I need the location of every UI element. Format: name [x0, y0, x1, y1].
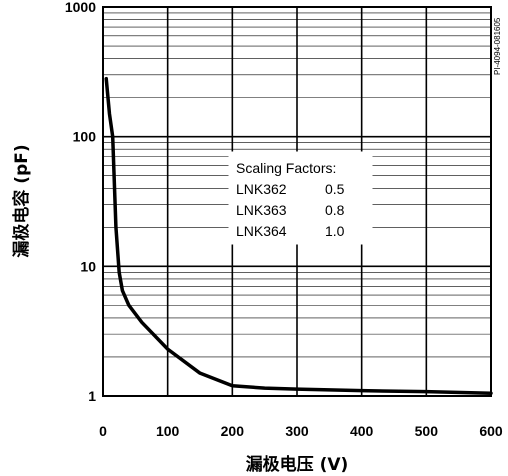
- y-tick-label: 1000: [65, 0, 96, 15]
- scaling-row-part-0: LNK362: [236, 181, 287, 197]
- y-axis-title: 漏极电容 (pF): [11, 144, 32, 257]
- scaling-row-factor-0: 0.5: [325, 181, 345, 197]
- scaling-factors-box: Scaling Factors: LNK362 0.5 LNK363 0.8 L…: [228, 151, 373, 245]
- scaling-factors-heading: Scaling Factors:: [236, 160, 336, 176]
- x-tick-label: 600: [479, 423, 503, 439]
- x-tick-label: 500: [415, 423, 439, 439]
- x-axis-ticks: 0 100 200 300 400 500 600: [99, 423, 503, 439]
- x-tick-label: 300: [285, 423, 309, 439]
- y-tick-label: 10: [80, 258, 96, 274]
- plot-frame: [102, 6, 492, 397]
- x-tick-label: 0: [99, 423, 107, 439]
- x-tick-label: 100: [156, 423, 180, 439]
- document-id: PI-4094-081605: [493, 17, 502, 75]
- x-axis-title: 漏极电压 (V): [246, 454, 349, 475]
- scaling-row-part-2: LNK364: [236, 223, 287, 239]
- x-tick-label: 200: [221, 423, 245, 439]
- capacitance-curve: [104, 76, 493, 395]
- scaling-row-factor-1: 0.8: [325, 202, 345, 218]
- y-tick-label: 1: [88, 388, 96, 404]
- scaling-row-factor-2: 1.0: [325, 223, 345, 239]
- x-tick-label: 400: [350, 423, 374, 439]
- scaling-row-part-1: LNK363: [236, 202, 287, 218]
- scaling-factors-background: [228, 151, 373, 245]
- y-axis-ticks: 1 10 100 1000: [65, 0, 96, 404]
- y-tick-label: 100: [73, 129, 97, 145]
